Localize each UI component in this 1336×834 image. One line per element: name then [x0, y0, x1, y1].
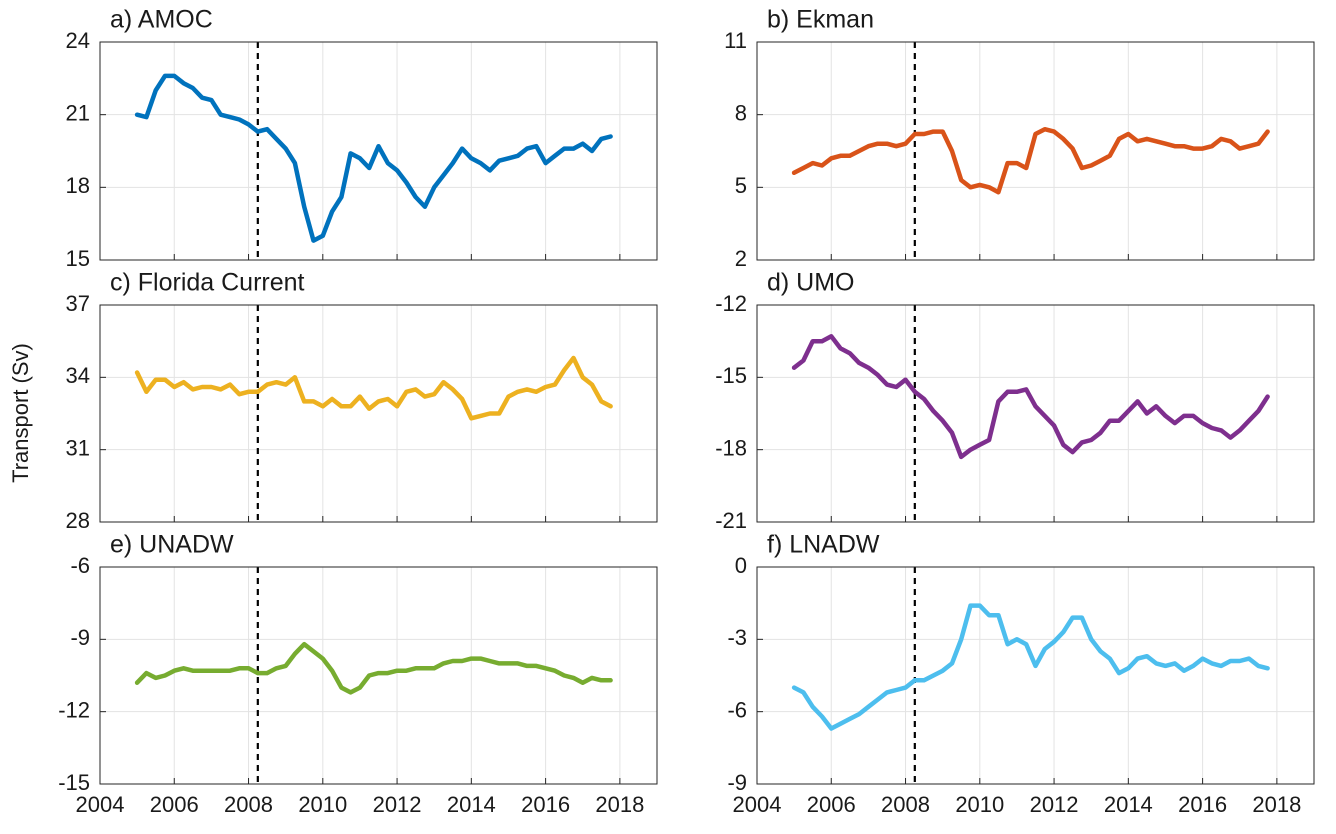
x-tick-label: 2004	[76, 792, 125, 817]
y-axis-label: Transport (Sv)	[8, 343, 33, 483]
y-tick-label: 21	[66, 100, 90, 125]
x-tick-label: 2018	[1252, 792, 1301, 817]
data-line	[134, 355, 613, 421]
y-tick-label: 5	[735, 173, 747, 198]
x-tick-label: 2006	[807, 792, 856, 817]
axes-box	[756, 304, 1315, 523]
axes-box	[756, 566, 1315, 785]
axes-box	[99, 41, 658, 261]
y-tick-label: 2	[735, 246, 747, 271]
x-tick-label: 2014	[1104, 792, 1153, 817]
x-tick-label: 2008	[881, 792, 930, 817]
x-tick-label: 2006	[150, 792, 199, 817]
plot-area	[757, 42, 1314, 260]
axes-box	[99, 566, 658, 785]
y-tick-label: 18	[66, 173, 90, 198]
x-tick-label: 2012	[373, 792, 422, 817]
y-tick-label: -6	[727, 697, 747, 722]
panel-title: a) AMOC	[110, 6, 213, 34]
x-tick-label: 2004	[733, 792, 782, 817]
y-tick-label: -18	[715, 435, 747, 460]
data-line	[791, 334, 1270, 460]
y-tick-label: 31	[66, 435, 90, 460]
y-tick-label: -6	[70, 553, 90, 578]
y-tick-label: -3	[727, 625, 747, 650]
data-line	[134, 641, 613, 695]
y-tick-label: 8	[735, 100, 747, 125]
x-tick-label: 2016	[1178, 792, 1227, 817]
axes-box	[99, 304, 658, 523]
y-tick-label: 28	[66, 508, 90, 533]
x-tick-label: 2010	[955, 792, 1004, 817]
x-tick-label: 2010	[298, 792, 347, 817]
y-tick-label: 15	[66, 246, 90, 271]
x-tick-label: 2014	[447, 792, 496, 817]
plot-area	[757, 567, 1314, 784]
axes-box	[756, 41, 1315, 261]
data-line	[134, 73, 613, 243]
panel-title: c) Florida Current	[110, 269, 305, 297]
panel-title: d) UMO	[767, 269, 855, 297]
panel-title: b) Ekman	[767, 6, 874, 34]
y-tick-label: 24	[66, 28, 90, 53]
x-tick-label: 2016	[521, 792, 570, 817]
data-line	[791, 126, 1270, 195]
y-tick-label: -12	[58, 697, 90, 722]
y-tick-label: 0	[735, 553, 747, 578]
panel-title: e) UNADW	[110, 531, 234, 559]
y-tick-label: -21	[715, 508, 747, 533]
y-tick-label: -9	[727, 770, 747, 795]
y-tick-label: -15	[58, 770, 90, 795]
y-tick-label: -9	[70, 625, 90, 650]
x-tick-label: 2008	[224, 792, 273, 817]
y-tick-label: 34	[66, 363, 90, 388]
data-line	[791, 603, 1270, 731]
x-tick-label: 2018	[595, 792, 644, 817]
y-tick-label: -12	[715, 291, 747, 316]
y-tick-label: 37	[66, 291, 90, 316]
plot-area	[757, 305, 1314, 522]
y-tick-label: -15	[715, 363, 747, 388]
plot-area	[100, 567, 657, 784]
x-tick-label: 2012	[1030, 792, 1079, 817]
y-tick-label: 11	[724, 28, 747, 53]
plot-area	[100, 305, 657, 522]
panel-title: f) LNADW	[767, 531, 880, 559]
